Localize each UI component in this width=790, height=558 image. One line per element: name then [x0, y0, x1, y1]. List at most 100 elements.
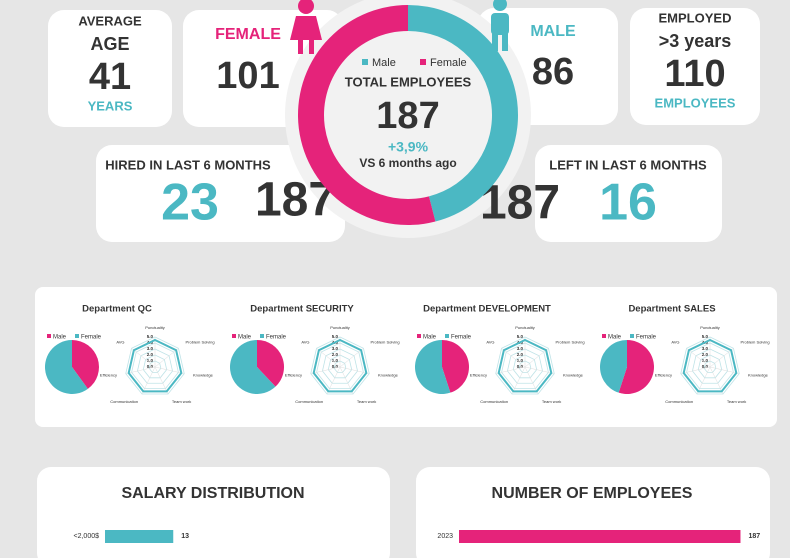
left-card — [535, 145, 722, 242]
radar-grid — [512, 354, 538, 379]
employed-unit: EMPLOYEES — [655, 95, 736, 110]
legend-swatch — [417, 334, 421, 338]
radar-axis-label: Efficiency — [100, 373, 117, 378]
donut-total: 187 — [376, 95, 439, 137]
radar-axis — [501, 348, 526, 368]
radar-tick-label: 2.0 — [702, 352, 709, 357]
radar-axis-label: AVG — [486, 340, 494, 345]
radar-axis-label: Knowledge — [378, 373, 399, 378]
radar-tick-label: 2.0 — [517, 352, 524, 357]
radar-axis — [524, 366, 539, 395]
radar-axis-label: Knowledge — [563, 373, 584, 378]
legend-swatch — [75, 334, 79, 338]
radar-axis-label: Efficiency — [655, 373, 672, 378]
legend-label: Male — [53, 335, 67, 341]
donut-title: TOTAL EMPLOYEES — [345, 74, 472, 89]
radar-axis-label: Problem Solving — [185, 340, 214, 345]
radar-axis — [495, 366, 526, 374]
age-unit: YEARS — [88, 98, 133, 113]
radar-tick-label: 3.0 — [702, 346, 709, 351]
panel-title: SALARY DISTRIBUTION — [121, 485, 304, 502]
male-value: 86 — [532, 51, 574, 93]
employees-panel — [416, 467, 770, 558]
radar-series — [682, 338, 738, 393]
radar-tick-label: 5.0 — [147, 334, 154, 339]
bar — [105, 530, 174, 543]
radar-tick-label: 5.0 — [517, 334, 524, 339]
radar-grid — [501, 342, 549, 390]
radar-axis-label: Team work — [727, 399, 746, 404]
radar-series — [127, 338, 183, 393]
radar-axis-label: Punctuality — [330, 325, 350, 330]
radar-tick-label: 3.0 — [147, 346, 154, 351]
radar-axis — [316, 348, 341, 368]
category-label: 2023 — [437, 533, 453, 540]
radar-series — [497, 338, 553, 393]
male-icon — [491, 0, 509, 51]
radar-grid — [680, 336, 740, 395]
department-title: Department QC — [82, 304, 152, 315]
radar-tick-label: 3.0 — [332, 346, 339, 351]
radar-grid — [686, 342, 734, 390]
age-subtitle: AGE — [90, 34, 129, 54]
radar-tick-label: 0.0 — [702, 364, 709, 369]
age-card — [48, 10, 172, 127]
department-title: Department DEVELOPMENT — [423, 304, 551, 315]
legend-swatch — [420, 59, 426, 65]
radar-grid — [495, 336, 555, 395]
radar-axis — [686, 348, 711, 368]
department-title: Department SALES — [628, 304, 715, 315]
radar-axis — [310, 366, 341, 374]
radar-grid — [327, 354, 353, 379]
legend-label: Female — [81, 335, 102, 341]
radar-axis-label: AVG — [671, 340, 679, 345]
radar-axis-label: AVG — [116, 340, 124, 345]
female-value: 101 — [216, 55, 279, 97]
slice — [442, 340, 470, 393]
male-label: MALE — [530, 23, 576, 40]
radar-grid — [518, 360, 532, 373]
left-total: 187 — [480, 177, 560, 230]
value-label: 13 — [181, 533, 189, 540]
radar-grid — [322, 348, 358, 384]
radar-tick-label: 2.0 — [332, 352, 339, 357]
legend-swatch — [232, 334, 236, 338]
radar-axis-label: Problem Solving — [740, 340, 769, 345]
radar-axis — [709, 348, 734, 368]
radar-axis-label: Knowledge — [748, 373, 769, 378]
radar-tick-label: 0.0 — [147, 364, 154, 369]
female-label: FEMALE — [215, 26, 281, 43]
age-title: AVERAGE — [78, 13, 142, 28]
radar-tick-label: 0.0 — [517, 364, 524, 369]
radar-tick-label: 0.0 — [332, 364, 339, 369]
legend-label: Female — [636, 335, 657, 341]
radar-grid — [125, 336, 185, 395]
slice — [618, 340, 654, 394]
radar-tick-label: 3.0 — [517, 346, 524, 351]
radar-axis-label: Punctuality — [700, 325, 720, 330]
radar-axis — [680, 366, 711, 374]
radar-axis — [154, 366, 185, 374]
radar-grid — [142, 354, 168, 379]
radar-axis — [154, 366, 169, 395]
radar-grid — [137, 348, 173, 384]
employed-sublabel: >3 years — [659, 31, 732, 51]
legend-swatch — [602, 334, 606, 338]
radar-tick-label: 1.0 — [517, 358, 524, 363]
radar-tick-label: 5.0 — [332, 334, 339, 339]
radar-axis — [709, 366, 740, 374]
radar-axis-label: Communication — [110, 399, 138, 404]
slice — [408, 5, 518, 222]
donut-change-label: VS 6 months ago — [359, 156, 456, 170]
slice — [415, 340, 451, 394]
legend-swatch — [362, 59, 368, 65]
department-title: Department SECURITY — [250, 304, 354, 315]
radar-axis — [154, 348, 179, 368]
legend-label: Female — [266, 335, 287, 341]
radar-axis-label: Communication — [665, 399, 693, 404]
radar-tick-label: 2.0 — [147, 352, 154, 357]
radar-axis-label: Punctuality — [515, 325, 535, 330]
radar-grid — [697, 354, 723, 379]
radar-axis-label: Knowledge — [193, 373, 214, 378]
radar-series — [312, 338, 368, 393]
